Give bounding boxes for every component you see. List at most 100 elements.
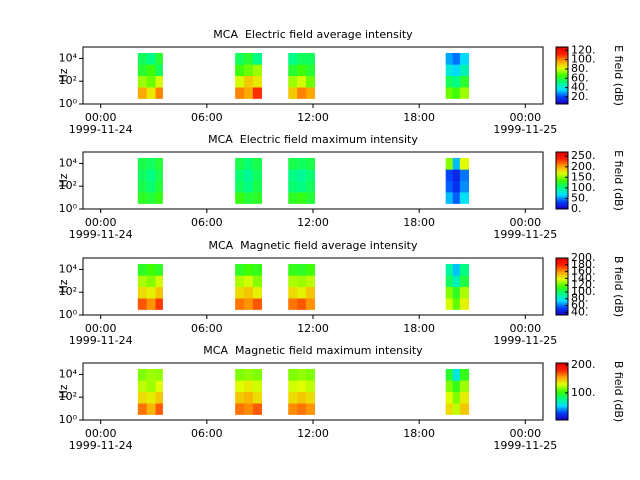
heatmap-cell bbox=[244, 380, 254, 393]
y-tick-label: 10² bbox=[59, 390, 77, 403]
colorbar-tick-label: 200. bbox=[571, 358, 596, 371]
heatmap-cell bbox=[459, 380, 469, 393]
x-tick-label: 00:00 bbox=[509, 216, 541, 229]
colorbar-tick-label: 140. bbox=[571, 271, 596, 284]
heatmap-cell bbox=[288, 75, 298, 88]
heatmap-cell bbox=[137, 87, 147, 99]
y-axis-label: Hz bbox=[57, 384, 70, 398]
heatmap-cell bbox=[137, 75, 147, 88]
heatmap-cell bbox=[459, 180, 469, 193]
panel-title: MCA Electric field maximum intensity bbox=[208, 133, 418, 146]
heatmap-cell bbox=[244, 286, 254, 299]
heatmap-cell bbox=[452, 391, 461, 404]
heatmap-cell bbox=[244, 391, 254, 404]
x-tick-label: 00:00 bbox=[509, 427, 541, 440]
heatmap-cell bbox=[235, 368, 245, 381]
heatmap-cell bbox=[305, 286, 316, 299]
colorbar-tick-label: 60. bbox=[571, 71, 589, 84]
heatmap-cell bbox=[155, 180, 163, 193]
heatmap-cell bbox=[288, 192, 298, 204]
heatmap-cell bbox=[452, 157, 461, 170]
heatmap-cell bbox=[297, 64, 307, 77]
heatmap-cell bbox=[252, 192, 262, 204]
colorbar-tick-label: 120. bbox=[571, 278, 596, 291]
heatmap-cell bbox=[305, 192, 316, 204]
colorbar bbox=[555, 46, 569, 105]
heatmap-cell bbox=[445, 157, 454, 170]
heatmap-cell bbox=[288, 263, 298, 276]
heatmap-cell bbox=[445, 263, 454, 276]
x-date-label: 1999-11-24 bbox=[69, 334, 133, 347]
x-tick-label: 00:00 bbox=[85, 111, 117, 124]
heatmap-cell bbox=[297, 192, 307, 204]
heatmap-cell bbox=[155, 380, 163, 393]
heatmap-cell bbox=[445, 64, 454, 77]
heatmap-cell bbox=[155, 275, 163, 288]
heatmap-cell bbox=[252, 52, 262, 65]
heatmap-cell bbox=[244, 368, 254, 381]
heatmap-cell bbox=[445, 275, 454, 288]
heatmap-cell bbox=[244, 180, 254, 193]
heatmap-cell bbox=[305, 391, 316, 404]
x-tick-label: 06:00 bbox=[191, 216, 223, 229]
heatmap-cell bbox=[288, 403, 298, 415]
heatmap-cell bbox=[235, 263, 245, 276]
heatmap-cell bbox=[297, 275, 307, 288]
heatmap-cell bbox=[235, 169, 245, 182]
x-tick-label: 18:00 bbox=[403, 216, 435, 229]
colorbar-tick-label: 100. bbox=[571, 181, 596, 194]
heatmap-cell bbox=[146, 391, 156, 404]
heatmap-cell bbox=[252, 298, 262, 310]
heatmap-cell bbox=[452, 368, 461, 381]
heatmap-cell bbox=[235, 298, 245, 310]
heatmap-cell bbox=[146, 368, 156, 381]
colorbar-tick-label: 20. bbox=[571, 90, 589, 103]
heatmap-cell bbox=[244, 263, 254, 276]
heatmap-cell bbox=[146, 403, 156, 415]
heatmap-cell bbox=[288, 180, 298, 193]
colorbar-tick-label: 80. bbox=[571, 62, 589, 75]
heatmap-cell bbox=[252, 286, 262, 299]
heatmap-cell bbox=[235, 157, 245, 170]
heatmap-cell bbox=[445, 298, 454, 310]
heatmap-cell bbox=[297, 180, 307, 193]
heatmap-cell bbox=[146, 75, 156, 88]
heatmap-cell bbox=[137, 263, 147, 276]
heatmap-cell bbox=[288, 169, 298, 182]
heatmap-cell bbox=[244, 157, 254, 170]
heatmap-cell bbox=[305, 263, 316, 276]
heatmap-cell bbox=[305, 380, 316, 393]
heatmap-cell bbox=[297, 286, 307, 299]
heatmap-cell bbox=[288, 52, 298, 65]
heatmap-cell bbox=[452, 286, 461, 299]
x-tick-label: 18:00 bbox=[403, 427, 435, 440]
heatmap-cell bbox=[459, 75, 469, 88]
colorbar bbox=[555, 151, 569, 210]
y-tick-label: 10⁰ bbox=[59, 308, 78, 321]
heatmap-cell bbox=[305, 157, 316, 170]
x-date-label: 1999-11-24 bbox=[69, 228, 133, 241]
colorbar-tick-label: 40. bbox=[571, 81, 589, 94]
heatmap-cell bbox=[459, 263, 469, 276]
heatmap-cell bbox=[137, 391, 147, 404]
heatmap-cell bbox=[155, 64, 163, 77]
colorbar-tick-label: 0. bbox=[571, 202, 582, 215]
heatmap-cell bbox=[137, 52, 147, 65]
heatmap-cell bbox=[452, 52, 461, 65]
heatmap-cell bbox=[445, 391, 454, 404]
x-tick-label: 00:00 bbox=[85, 216, 117, 229]
heatmap-cell bbox=[235, 75, 245, 88]
x-tick-label: 18:00 bbox=[403, 111, 435, 124]
heatmap-cell bbox=[305, 169, 316, 182]
heatmap-cell bbox=[137, 64, 147, 77]
x-tick-label: 06:00 bbox=[191, 111, 223, 124]
panel-title: MCA Electric field average intensity bbox=[213, 28, 413, 41]
heatmap-cell bbox=[445, 368, 454, 381]
heatmap-cell bbox=[252, 75, 262, 88]
heatmap-cell bbox=[459, 192, 469, 204]
y-tick-label: 10⁴ bbox=[59, 262, 78, 275]
heatmap-cell bbox=[137, 169, 147, 182]
y-tick-label: 10⁴ bbox=[59, 156, 78, 169]
heatmap-cell bbox=[305, 64, 316, 77]
